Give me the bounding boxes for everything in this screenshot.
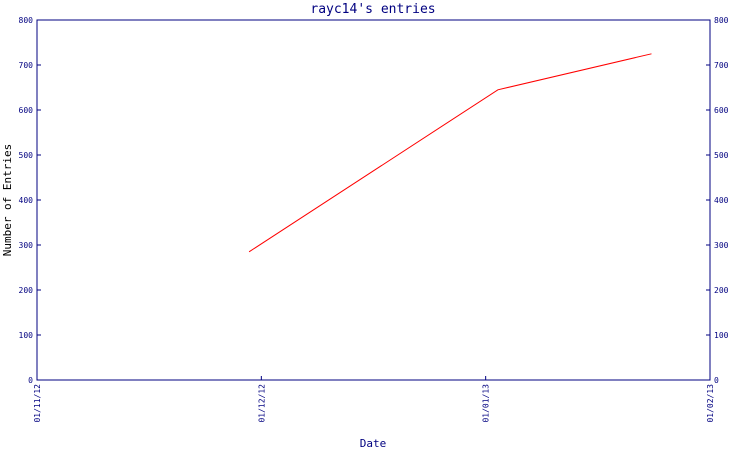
y-tick-label-right: 0	[714, 376, 719, 385]
x-tick-label: 01/02/13	[706, 384, 715, 423]
y-tick-label-right: 700	[714, 61, 729, 70]
y-tick-label-left: 500	[19, 151, 34, 160]
y-tick-label-right: 400	[714, 196, 729, 205]
x-tick-label: 01/01/13	[482, 384, 491, 423]
y-tick-label-right: 200	[714, 286, 729, 295]
y-axis-label: Number of Entries	[1, 144, 14, 257]
x-tick-label: 01/11/12	[33, 384, 42, 423]
y-tick-label-left: 400	[19, 196, 34, 205]
x-axis-label: Date	[360, 437, 387, 450]
series-line-0	[248, 53, 652, 253]
y-tick-label-right: 500	[714, 151, 729, 160]
y-ticks-right: 0 100 200 300 400 500 600 700 800	[706, 16, 729, 385]
y-tick-label-left: 200	[19, 286, 34, 295]
y-tick-label-right: 100	[714, 331, 729, 340]
plot-frame	[36, 19, 711, 381]
y-tick-label-left: 800	[19, 16, 34, 25]
series-group	[248, 53, 652, 253]
y-tick-label-left: 700	[19, 61, 34, 70]
y-tick-label-left: 100	[19, 331, 34, 340]
y-ticks-left: 0 100 200 300 400 500 600 700 800	[19, 16, 41, 385]
y-tick-label-right: 300	[714, 241, 729, 250]
x-ticks: 01/11/12 01/12/12 01/01/13 01/02/13	[33, 376, 715, 423]
chart-title: rayc14's entries	[310, 2, 435, 17]
y-tick-label-left: 600	[19, 106, 34, 115]
y-tick-label-left: 300	[19, 241, 34, 250]
y-tick-label-right: 600	[714, 106, 729, 115]
x-tick-label: 01/12/12	[257, 384, 266, 423]
y-tick-label-left: 0	[28, 376, 33, 385]
y-tick-label-right: 800	[714, 16, 729, 25]
